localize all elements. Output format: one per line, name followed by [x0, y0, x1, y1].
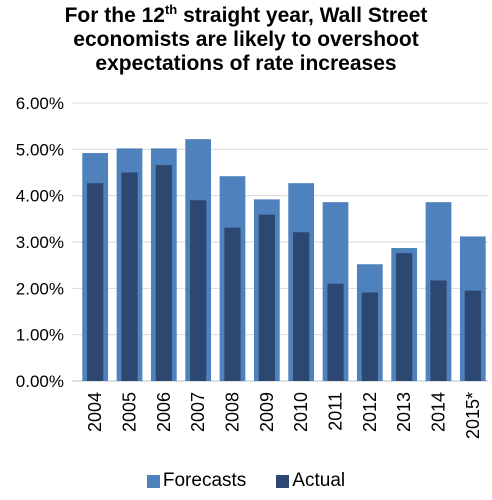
bar-actual-2005: [121, 172, 138, 381]
y-tick-label: 2.00%: [16, 279, 64, 298]
x-tick-label: 2004: [85, 392, 105, 432]
x-tick-label: 2007: [188, 392, 208, 432]
bar-actual-2007: [190, 200, 207, 381]
bar-actual-2010: [293, 232, 310, 381]
bar-actual-2008: [224, 227, 241, 381]
x-tick-label: 2005: [120, 392, 140, 432]
legend-label-forecasts: Forecasts: [162, 470, 247, 491]
legend-swatch-forecasts: [146, 474, 160, 488]
x-tick-label: 2009: [257, 392, 277, 432]
bar-actual-2014: [430, 280, 447, 381]
x-tick-label: 2008: [223, 392, 243, 432]
x-tick-label: 2013: [394, 392, 414, 432]
legend-item-forecasts: Forecasts: [146, 470, 247, 492]
legend-item-actual: Actual: [276, 470, 345, 492]
x-axis-labels: 2004 2005 2006 2007 2008 2009 2010 2011 2012 2013…: [85, 392, 483, 439]
bar-actual-2009: [258, 214, 275, 381]
bar-actual-2012: [361, 292, 378, 381]
bar-actual-2004: [87, 183, 104, 381]
legend: Forecasts Actual: [0, 470, 492, 492]
y-axis-ticks: 0.00% 1.00% 2.00% 3.00% 4.00% 5.00% 6.00%: [16, 94, 64, 391]
bar-actual-2013: [396, 253, 413, 381]
legend-swatch-actual: [276, 474, 290, 488]
y-tick-label: 1.00%: [16, 326, 64, 345]
y-tick-label: 5.00%: [16, 140, 64, 159]
bar-actual-2011: [327, 283, 344, 381]
x-tick-label: 2011: [326, 392, 346, 431]
x-tick-label: 2006: [154, 392, 174, 432]
title-line-1: For the 12th straight year, Wall Street: [64, 2, 428, 27]
chart-title: For the 12th straight year, Wall Street …: [0, 2, 492, 76]
bars: [82, 139, 486, 381]
y-tick-label: 0.00%: [16, 372, 64, 391]
bar-actual-2015: [464, 290, 481, 381]
x-tick-label: 2015*: [463, 392, 483, 439]
bar-actual-2006: [155, 165, 172, 381]
title-line-3: expectations of rate increases: [95, 52, 397, 75]
y-tick-label: 6.00%: [16, 94, 64, 113]
legend-label-actual: Actual: [292, 470, 346, 491]
x-tick-label: 2012: [360, 392, 380, 432]
x-tick-label: 2014: [429, 392, 449, 432]
x-tick-label: 2010: [291, 392, 311, 432]
y-tick-label: 4.00%: [16, 187, 64, 206]
y-tick-label: 3.00%: [16, 233, 64, 252]
title-line-2: economists are likely to overshoot: [73, 28, 419, 51]
